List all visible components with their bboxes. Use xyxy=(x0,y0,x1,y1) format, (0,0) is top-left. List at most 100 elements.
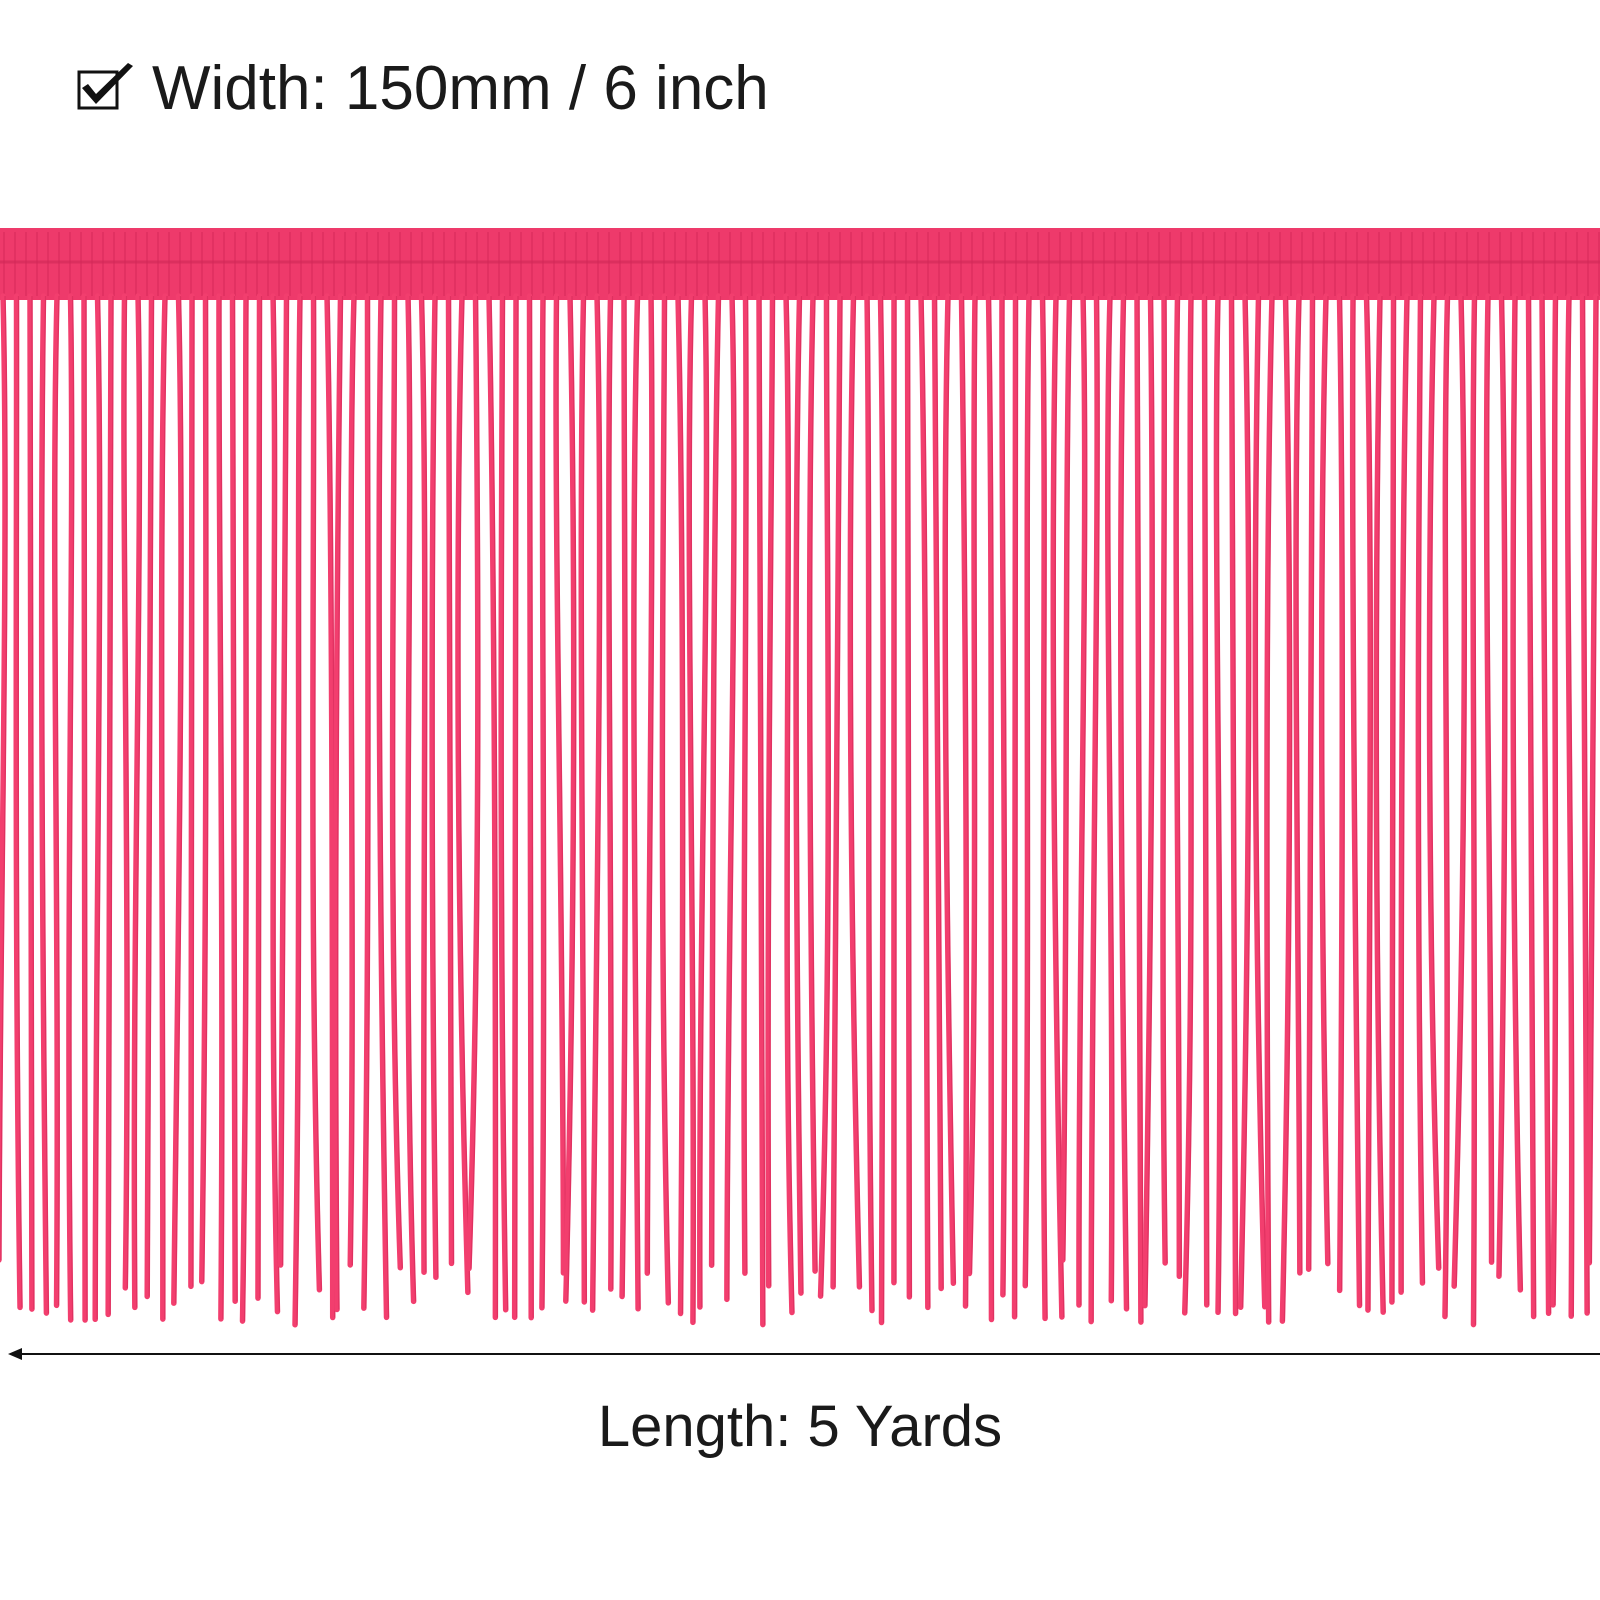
fringe-strand xyxy=(697,293,710,1310)
fringe-strand xyxy=(931,293,944,1292)
fringe-strand xyxy=(1050,293,1065,1320)
fringe-strand-shade xyxy=(1310,295,1316,1270)
fringe-strand xyxy=(455,293,471,1296)
fringe-strand-shade xyxy=(970,295,978,1274)
fringe-strand xyxy=(121,293,130,1291)
fringe-strand-shade xyxy=(1514,295,1523,1290)
checkbox xyxy=(77,70,119,110)
fringe-strand xyxy=(659,293,672,1306)
fringe-strand-shade xyxy=(557,295,567,1273)
fringe-strand-shade xyxy=(220,295,225,1319)
fringe-strand xyxy=(1022,293,1032,1289)
fringe-strand xyxy=(229,293,238,1304)
fringe-strand-shade xyxy=(1393,295,1397,1303)
fringe-strand-shade xyxy=(894,295,897,1283)
length-label: Length: 5 Yards xyxy=(598,1394,1002,1459)
fringe-strand-shade xyxy=(679,295,686,1314)
fringe-strand-shade xyxy=(1569,295,1575,1317)
fringe-strand xyxy=(429,293,439,1281)
fringe-strand xyxy=(254,293,263,1301)
fringe-strand xyxy=(1088,293,1100,1325)
fringe-strand-shade xyxy=(1064,295,1073,1261)
fringe-strand xyxy=(1442,293,1451,1320)
fringe-strand-shade xyxy=(1323,295,1331,1264)
fringe-strand xyxy=(708,293,722,1268)
fringe-strand-shade xyxy=(365,295,371,1309)
fringe-strand-shade xyxy=(1138,295,1144,1323)
fringe-strand xyxy=(619,293,628,1300)
fringe-strand xyxy=(1510,293,1524,1293)
fringe-strand-shade xyxy=(648,295,655,1274)
fringe-strand xyxy=(877,293,886,1326)
fringe-strand-shade xyxy=(96,295,103,1320)
fringe-strand xyxy=(1213,293,1223,1316)
fringe-strand xyxy=(724,293,737,1303)
fringe-strand-shade xyxy=(1026,295,1032,1286)
fringe-strand xyxy=(1279,293,1293,1324)
fringe-strand-shade xyxy=(125,295,130,1288)
fringe-strand-shade xyxy=(1353,295,1363,1306)
fringe-strand-shade xyxy=(1080,295,1088,1306)
fringe-strand-shade xyxy=(243,295,249,1322)
fringe-strand xyxy=(1483,293,1495,1265)
fringe-strand xyxy=(539,293,547,1311)
fringe-strand xyxy=(51,293,60,1309)
fringe-strand-shade xyxy=(868,295,875,1311)
fringe-strand-shade xyxy=(351,295,357,1265)
fringe-strand-shade xyxy=(1455,295,1467,1287)
fringe-strand xyxy=(793,293,804,1296)
fringe-strand-shade xyxy=(1054,295,1065,1318)
fringe-strand-shade xyxy=(728,295,737,1300)
fringe-strand xyxy=(1252,293,1268,1310)
fringe-strand xyxy=(510,293,519,1321)
fringe-strand xyxy=(1142,293,1155,1309)
fringe-strand xyxy=(1039,293,1048,1322)
fringe-strand-shade xyxy=(409,295,417,1302)
fringe-strand-shade xyxy=(70,295,75,1320)
fringe-strand xyxy=(526,293,534,1321)
fringe-strand xyxy=(985,293,995,1323)
fringe-strand xyxy=(765,293,776,1289)
fringe-strand xyxy=(1011,293,1019,1320)
fringe-strand-shade xyxy=(1217,295,1223,1313)
fringe-strand-shade xyxy=(393,295,403,1268)
fringe-strand xyxy=(1363,293,1374,1313)
fringe-strand xyxy=(445,293,455,1267)
fringe-strand-shade xyxy=(1122,295,1130,1309)
fringe-strand xyxy=(563,293,577,1304)
fringe-strand-shade xyxy=(1268,295,1275,1323)
fringe-strand-shade xyxy=(31,295,35,1310)
length-arrow xyxy=(8,1348,1600,1360)
fringe-strand-shade xyxy=(337,295,344,1310)
fringe-strand xyxy=(1539,293,1552,1317)
fringe-strand xyxy=(498,293,509,1313)
fringe-strand-shade xyxy=(1177,295,1182,1277)
fringe-strand xyxy=(806,293,818,1274)
fringe-strand-shade xyxy=(610,295,614,1290)
fringe-strand-shade xyxy=(922,295,931,1308)
fringe-strand-shade xyxy=(1474,295,1478,1325)
fringe-strand-shade xyxy=(1446,295,1451,1317)
fringe-strand xyxy=(486,293,499,1321)
fringe-strand-shade xyxy=(623,295,628,1297)
fringe-header xyxy=(0,228,1600,300)
fringe-strand xyxy=(66,293,75,1323)
fringe-strand-shade xyxy=(502,295,509,1310)
fringe-strand xyxy=(131,293,143,1311)
fringe-strand xyxy=(783,293,795,1316)
fringe-strand-shade xyxy=(56,295,60,1306)
fringe-strand-shade xyxy=(851,295,863,1287)
fringe-strand xyxy=(361,293,371,1311)
fringe-strand xyxy=(1237,293,1252,1311)
fringe-strand xyxy=(27,293,35,1312)
fringe-strand-shade xyxy=(470,295,481,1269)
fringe-strand xyxy=(1173,293,1183,1280)
fringe-strand xyxy=(1105,293,1115,1304)
fringe-strand-shade xyxy=(635,295,641,1309)
fringe-strand xyxy=(847,293,863,1290)
fringe-strand xyxy=(239,293,249,1324)
fringe-strand xyxy=(1305,293,1316,1272)
fringe-strand xyxy=(81,293,89,1323)
fringe-strand-shade xyxy=(881,295,886,1323)
